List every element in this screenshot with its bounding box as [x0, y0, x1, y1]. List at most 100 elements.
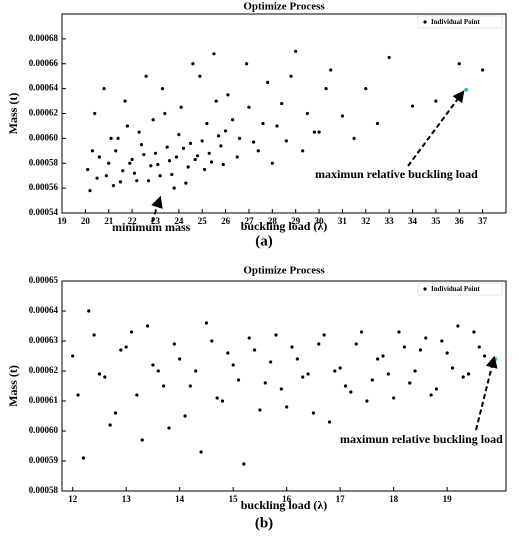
plot-frame [61, 13, 507, 214]
plot-frame [61, 280, 507, 492]
point [223, 129, 228, 133]
point [193, 157, 197, 162]
point [151, 363, 155, 367]
point [156, 162, 160, 167]
point [247, 336, 251, 340]
point [186, 165, 190, 169]
point [107, 161, 111, 165]
point [167, 426, 171, 430]
point [270, 161, 274, 165]
point [230, 118, 235, 122]
point [289, 74, 293, 78]
point [199, 450, 203, 454]
point [365, 399, 369, 403]
annotation: minimum mass [112, 220, 191, 234]
annotation: maximun relative buckling load [340, 432, 503, 446]
point [238, 136, 242, 140]
point [158, 174, 162, 178]
point [170, 172, 174, 177]
point [118, 180, 123, 184]
point [256, 149, 260, 153]
annotation-arrow [151, 195, 163, 223]
point [128, 161, 132, 165]
point [194, 369, 198, 373]
point [184, 181, 188, 185]
point [200, 139, 204, 143]
point [123, 99, 127, 103]
y-tick-label: 0.00062 [29, 365, 59, 375]
point [261, 121, 265, 126]
point [322, 333, 326, 337]
x-tick-label: 34 [408, 216, 418, 226]
point [466, 372, 471, 376]
x-tick-label: 37 [478, 216, 488, 226]
y-axis-label: Mass (t) [6, 93, 20, 135]
x-tick-label: 13 [122, 494, 132, 504]
point [305, 111, 309, 116]
y-tick-label: 0.00064 [29, 305, 59, 315]
point [263, 381, 267, 385]
point [258, 408, 262, 412]
x-tick-label: 30 [315, 216, 325, 226]
y-tick-label: 0.00066 [29, 58, 59, 68]
point [221, 162, 225, 167]
point [108, 423, 112, 427]
point [71, 354, 75, 358]
point [252, 140, 256, 144]
point [375, 121, 380, 126]
point [125, 124, 130, 128]
legend-marker [423, 287, 427, 291]
point [163, 111, 167, 116]
point [145, 324, 150, 328]
point [188, 141, 193, 145]
point [172, 186, 176, 190]
x-tick-label: 25 [198, 216, 208, 226]
y-axis-label: Mass (t) [6, 365, 20, 407]
y-tick-label: 0.00062 [29, 108, 59, 118]
point [178, 357, 182, 361]
point [418, 348, 423, 352]
point [210, 339, 214, 343]
x-tick-label: 23 [151, 216, 161, 226]
point [191, 62, 195, 66]
y-tick-label: 0.00060 [29, 132, 59, 142]
chart-title: Optimize Process [243, 1, 325, 13]
point [219, 144, 223, 148]
point [209, 160, 214, 164]
point [116, 136, 120, 140]
point [97, 155, 101, 159]
y-tick-label: 0.00054 [29, 207, 59, 217]
annotation-arrow [475, 355, 498, 431]
point [301, 375, 305, 379]
point [295, 357, 299, 361]
y-tick-label: 0.00064 [29, 83, 59, 93]
point [139, 142, 144, 147]
y-tick-label: 0.00056 [29, 182, 59, 192]
x-tick-label: 19 [58, 216, 68, 226]
point [269, 360, 273, 364]
point [198, 74, 202, 78]
point [179, 105, 183, 109]
y-tick-label: 0.00061 [29, 395, 59, 405]
point [338, 366, 342, 370]
x-tick-label: 16 [282, 494, 292, 504]
x-tick-label: 20 [81, 216, 91, 226]
point [93, 111, 97, 116]
point [113, 411, 118, 415]
caption: (b) [255, 515, 273, 531]
x-tick-label: 24 [174, 216, 184, 226]
point [266, 80, 270, 85]
point [160, 87, 165, 91]
point [135, 179, 139, 183]
point [317, 130, 321, 134]
x-tick-label: 14 [175, 494, 185, 504]
point [311, 411, 316, 415]
point [226, 93, 230, 97]
point [381, 354, 385, 358]
point [132, 171, 137, 175]
y-tick-label: 0.00063 [29, 335, 59, 345]
point [87, 309, 91, 313]
point [359, 330, 364, 334]
y-tick-label: 0.00060 [29, 425, 59, 435]
